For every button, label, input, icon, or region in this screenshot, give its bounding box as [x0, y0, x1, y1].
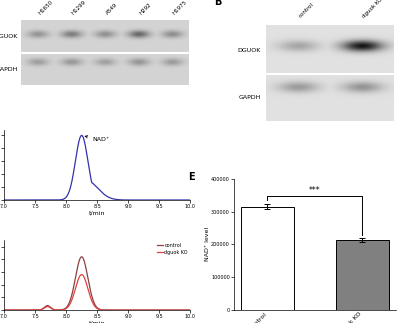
- Legend: control, dguok KO: control, dguok KO: [157, 243, 188, 255]
- dguok KO: [79, 273, 84, 276]
- Text: A549: A549: [105, 3, 118, 16]
- X-axis label: t/min: t/min: [89, 321, 106, 323]
- dguok KO: [188, 308, 193, 312]
- control: [92, 302, 97, 306]
- control: [188, 308, 193, 312]
- dguok KO: [92, 304, 97, 308]
- Text: H1650: H1650: [38, 0, 54, 16]
- Text: ***: ***: [309, 186, 321, 195]
- Text: B: B: [214, 0, 222, 7]
- Text: H292: H292: [138, 2, 152, 16]
- Text: E: E: [188, 172, 195, 182]
- control: [148, 308, 153, 312]
- control: [182, 308, 187, 312]
- X-axis label: t/min: t/min: [89, 211, 106, 215]
- Text: H1975: H1975: [172, 0, 188, 16]
- Text: DGUOK: DGUOK: [0, 35, 18, 39]
- dguok KO: [11, 308, 16, 312]
- Y-axis label: NAD⁺ level: NAD⁺ level: [205, 227, 210, 261]
- Text: dguok KO: dguok KO: [361, 0, 383, 19]
- Text: GAPDH: GAPDH: [238, 95, 261, 100]
- Line: dguok KO: dguok KO: [4, 275, 190, 310]
- dguok KO: [183, 308, 188, 312]
- Text: NAD⁺: NAD⁺: [85, 136, 110, 142]
- Bar: [336, 240, 389, 310]
- Text: GAPDH: GAPDH: [0, 67, 18, 72]
- Text: DGUOK: DGUOK: [237, 47, 261, 53]
- Text: control: control: [298, 2, 314, 19]
- control: [11, 308, 16, 312]
- Text: H1299: H1299: [71, 0, 88, 16]
- control: [2, 308, 6, 312]
- dguok KO: [148, 308, 153, 312]
- control: [79, 255, 84, 259]
- Line: control: control: [4, 257, 190, 310]
- control: [87, 286, 92, 289]
- Bar: [241, 207, 294, 310]
- control: [183, 308, 188, 312]
- dguok KO: [182, 308, 187, 312]
- dguok KO: [2, 308, 6, 312]
- dguok KO: [87, 293, 92, 297]
